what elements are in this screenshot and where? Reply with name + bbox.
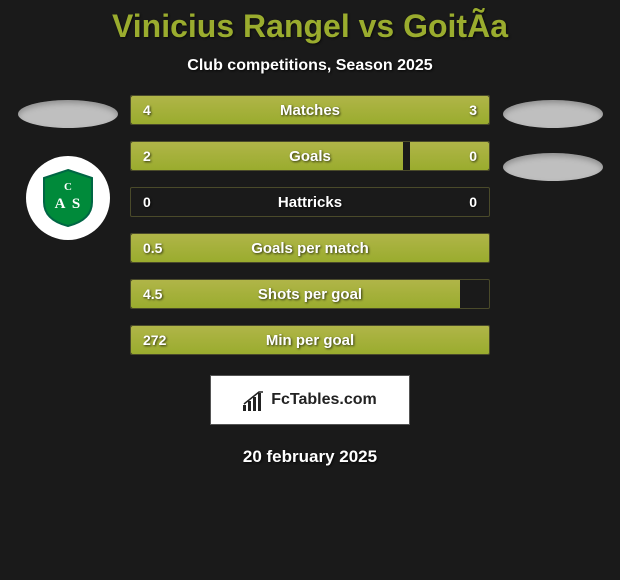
left-player-col: C A S: [10, 95, 125, 240]
stat-row: 272Min per goal: [130, 325, 490, 355]
stat-value-right: 0: [469, 188, 477, 216]
stat-row: 4.5Shots per goal: [130, 279, 490, 309]
left-club-crest: C A S: [26, 156, 110, 240]
fctables-logo-icon: [243, 389, 265, 411]
right-player-col: [495, 95, 610, 181]
stats-bars: 4Matches32Goals00Hattricks00.5Goals per …: [130, 95, 490, 355]
svg-text:S: S: [71, 196, 79, 212]
stat-value-right: 3: [469, 96, 477, 124]
stat-value-right: 0: [469, 142, 477, 170]
right-player-placeholder: [503, 100, 603, 128]
stat-label: Shots per goal: [131, 280, 489, 308]
svg-text:A: A: [54, 196, 65, 212]
stat-label: Hattricks: [131, 188, 489, 216]
stat-label: Goals per match: [131, 234, 489, 262]
stat-row: 4Matches3: [130, 95, 490, 125]
left-player-placeholder: [18, 100, 118, 128]
branding-text: FcTables.com: [271, 391, 377, 409]
page-title: Vinicius Rangel vs GoitÃa: [0, 0, 620, 45]
stat-label: Matches: [131, 96, 489, 124]
subtitle: Club competitions, Season 2025: [0, 57, 620, 75]
date-text: 20 february 2025: [0, 447, 620, 467]
right-club-placeholder: [503, 153, 603, 181]
stat-row: 2Goals0: [130, 141, 490, 171]
svg-text:C: C: [64, 181, 72, 193]
stat-row: 0Hattricks0: [130, 187, 490, 217]
stat-row: 0.5Goals per match: [130, 233, 490, 263]
branding-badge: FcTables.com: [210, 375, 410, 425]
shield-icon: C A S: [40, 168, 96, 228]
stat-label: Min per goal: [131, 326, 489, 354]
comparison-container: C A S 4Matches32Goals00Hattricks00.5Goal…: [0, 95, 620, 355]
stat-label: Goals: [131, 142, 489, 170]
